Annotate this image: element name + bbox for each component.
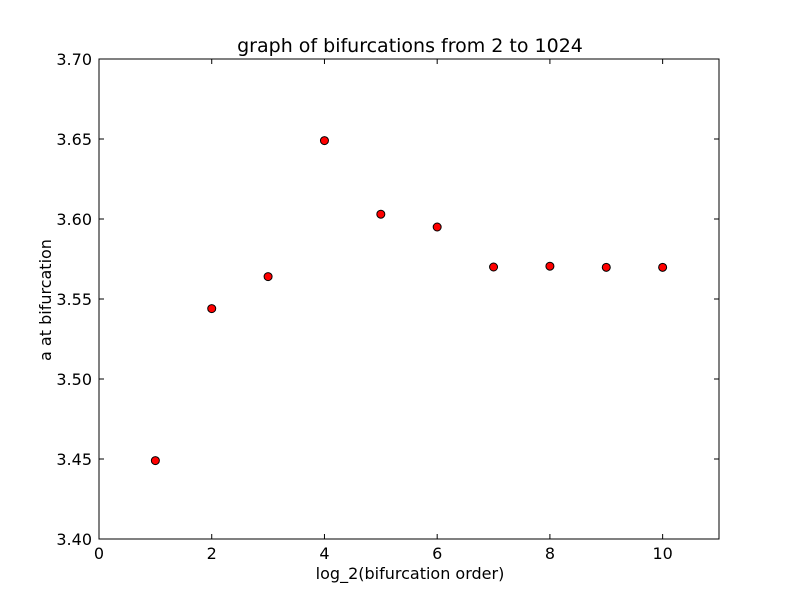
y-tick-label: 3.60 bbox=[56, 210, 92, 229]
plot-area: 0 2 4 6 8 10 3.40 3.45 3.50 3.55 3.60 3.65 3.70 bbox=[56, 50, 720, 563]
x-tick-label: 2 bbox=[207, 544, 217, 563]
data-point bbox=[432, 222, 442, 232]
data-point bbox=[489, 262, 499, 272]
x-tick-label: 6 bbox=[432, 544, 442, 563]
data-point bbox=[376, 209, 386, 219]
data-point bbox=[150, 456, 160, 466]
x-tick-label: 4 bbox=[319, 544, 329, 563]
data-point bbox=[263, 272, 273, 282]
y-tick-label: 3.50 bbox=[56, 370, 92, 389]
y-tick-label: 3.45 bbox=[56, 450, 92, 469]
x-tick-label: 0 bbox=[94, 544, 104, 563]
x-tick-label: 8 bbox=[545, 544, 555, 563]
chart-title: graph of bifurcations from 2 to 1024 bbox=[237, 35, 583, 57]
y-tick-label: 3.55 bbox=[56, 290, 92, 309]
y-tick-label: 3.40 bbox=[56, 530, 92, 549]
y-tick-label: 3.65 bbox=[56, 130, 92, 149]
y-tick-label: 3.70 bbox=[56, 50, 92, 69]
x-tick-label: 10 bbox=[652, 544, 672, 563]
data-point bbox=[545, 261, 555, 271]
data-point bbox=[601, 262, 611, 272]
x-axis-label: log_2(bifurcation order) bbox=[316, 564, 505, 584]
data-point bbox=[658, 262, 668, 272]
data-point bbox=[319, 136, 329, 146]
data-point bbox=[207, 304, 217, 314]
y-axis-label: a at bifurcation bbox=[36, 239, 55, 361]
